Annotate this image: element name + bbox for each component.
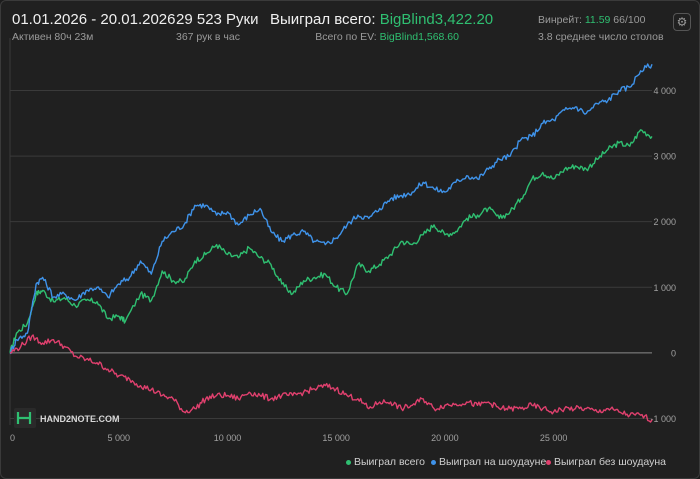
y-axis-ticks: -1 000 0 1 000 2 000 3 000 4 000 [650, 86, 676, 424]
y-tick-label: 4 000 [653, 86, 676, 96]
winrate-label: Винрейт: [538, 14, 582, 26]
avg-tables: 3.8 среднее число столов [538, 31, 664, 43]
series-line-2 [10, 334, 653, 423]
hand2note-logo: HAND2NOTE.COM [14, 408, 120, 428]
hands-per-hour: 367 рук в час [176, 31, 240, 43]
gear-icon[interactable]: ⚙ [673, 13, 691, 31]
won-total-value: BigBlind3,422.20 [379, 11, 494, 28]
won-total-label: Выиграл всего: [270, 11, 376, 28]
y-tick-label: -1 000 [650, 414, 676, 424]
date-range[interactable]: 01.01.2026 - 20.01.2026 [12, 11, 176, 28]
legend-dot-won-showdown [431, 459, 436, 465]
y-tick-label: 0 [671, 348, 676, 358]
legend-label-won-total: Выиграл всего [354, 456, 425, 468]
hands-count: 29 523 Руки [176, 11, 259, 28]
x-tick-label: 20 000 [431, 433, 459, 443]
ev-total: Всего по EV: BigBlind1,568.60 [315, 31, 459, 43]
x-axis-ticks: 0 5 000 10 000 15 000 20 000 25 000 [10, 433, 567, 443]
legend-won-showdown[interactable]: Выиграл на шоудауне [431, 456, 546, 468]
ev-total-value: BigBlind1,568.60 [379, 31, 459, 43]
legend-label-won-no-showdown: Выиграл без шоудауна [554, 456, 666, 468]
legend-won-no-showdown[interactable]: Выиграл без шоудауна [546, 456, 666, 468]
x-tick-label: 0 [10, 433, 15, 443]
legend-label-won-showdown: Выиграл на шоудауне [439, 456, 547, 468]
series-line-0 [9, 129, 653, 353]
y-tick-label: 3 000 [653, 152, 676, 162]
y-tick-label: 2 000 [653, 217, 676, 227]
chart-lines [9, 63, 653, 423]
winrate-sample: 66/100 [613, 14, 646, 26]
ev-total-label: Всего по EV: [315, 31, 377, 43]
x-tick-label: 10 000 [214, 433, 242, 443]
chart-grid [9, 38, 652, 425]
active-time: Активен 80ч 23м [12, 31, 94, 43]
y-tick-label: 1 000 [653, 283, 676, 293]
winrate: Винрейт: 11.59 66/100 [538, 14, 645, 26]
legend-dot-won-total [346, 459, 351, 465]
logo-text: HAND2NOTE.COM [40, 414, 120, 424]
winrate-value: 11.59 [584, 14, 611, 26]
logo-h-glyph [16, 412, 32, 424]
won-total: Выиграл всего: BigBlind3,422.20 [270, 11, 493, 28]
x-tick-label: 25 000 [540, 433, 568, 443]
x-tick-label: 5 000 [107, 433, 130, 443]
legend-won-total[interactable]: Выиграл всего [346, 456, 425, 468]
legend-dot-won-no-showdown [546, 459, 551, 465]
series-line-1 [9, 63, 653, 355]
x-tick-label: 15 000 [322, 433, 350, 443]
